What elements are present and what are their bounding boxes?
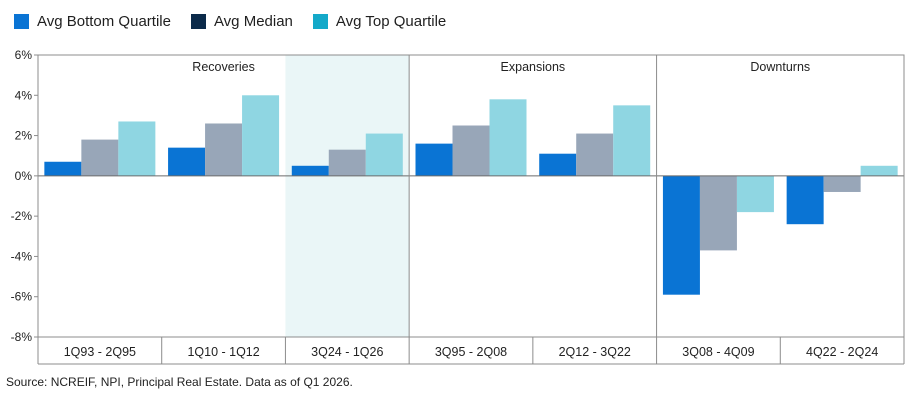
bar-series-2-cat-6 [860,165,898,176]
y-tick-label-3: 0% [15,169,33,183]
legend-swatch-median [190,13,206,29]
y-tick-label-5: -4% [11,249,33,263]
bar-series-0-cat-1 [168,147,206,176]
x-tick-label-5: 3Q08 - 4Q09 [682,345,754,359]
y-tick-label-1: 4% [15,88,33,102]
bar-series-2-cat-4 [613,105,651,176]
group-label-0: Recoveries [192,60,255,74]
bar-series-2-cat-2 [365,133,403,176]
bar-series-1-cat-2 [328,149,366,176]
bar-series-1-cat-3 [452,125,490,176]
plot-frame [37,54,905,338]
bar-series-0-cat-0 [44,161,82,176]
bar-series-0-cat-3 [415,143,453,176]
y-tick-label-2: 2% [15,129,33,143]
bar-series-1-cat-4 [576,133,614,176]
x-tick-label-6: 4Q22 - 2Q24 [806,345,878,359]
bar-series-0-cat-6 [786,175,824,225]
chart-legend: Avg Bottom Quartile Avg Median Avg Top Q… [14,10,466,32]
bar-series-2-cat-5 [736,175,774,213]
legend-item-bottom-quartile: Avg Bottom Quartile [14,13,171,30]
bar-series-1-cat-6 [823,175,861,192]
y-tick-label-4: -2% [11,209,33,223]
x-tick-label-2: 3Q24 - 1Q26 [311,345,383,359]
group-label-2: Downturns [750,60,810,74]
bar-series-2-cat-0 [118,121,156,176]
bar-series-1-cat-5 [699,175,737,251]
group-label-1: Expansions [501,60,566,74]
legend-label-top-quartile: Avg Top Quartile [335,12,447,30]
y-tick-label-7: -8% [11,330,33,344]
legend-label-bottom-quartile: Avg Bottom Quartile [37,12,171,30]
x-tick-label-1: 1Q10 - 1Q12 [187,345,259,359]
legend-swatch-bottom-quartile [14,13,29,29]
bar-series-2-cat-3 [489,99,527,176]
y-tick-label-0: 6% [15,48,33,62]
legend-label-median: Avg Median [213,12,293,30]
x-tick-label-4: 2Q12 - 3Q22 [559,345,631,359]
bar-series-1-cat-0 [81,139,119,176]
bar-series-0-cat-4 [539,153,577,176]
legend-item-median: Avg Median [190,12,293,30]
x-tick-label-0: 1Q93 - 2Q95 [64,345,136,359]
bar-series-0-cat-5 [662,175,700,295]
legend-swatch-top-quartile [312,13,328,29]
y-tick-label-6: -6% [11,290,33,304]
source-note: Source: NCREIF, NPI, Principal Real Esta… [6,375,353,389]
bar-series-0-cat-2 [291,165,329,176]
bar-series-1-cat-1 [205,123,243,176]
highlight-band-2 [285,55,410,337]
x-tick-label-3: 3Q95 - 2Q08 [435,345,507,359]
bar-series-2-cat-1 [242,95,280,176]
legend-item-top-quartile: Avg Top Quartile [312,12,447,30]
